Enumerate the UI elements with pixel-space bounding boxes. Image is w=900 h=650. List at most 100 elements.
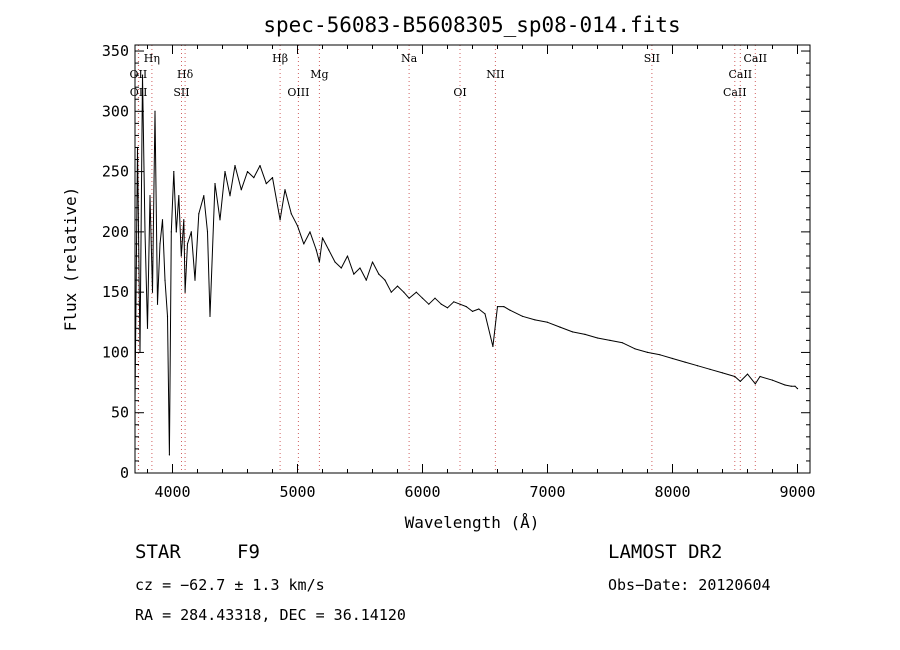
data-point [659, 354, 661, 356]
data-point [684, 361, 686, 363]
data-point [168, 454, 170, 456]
line-label-sii: SII [644, 52, 660, 65]
data-point [415, 291, 417, 293]
info-block: STAR F9 LAMOST DR2 cz = −62.7 ± 1.3 km/s… [135, 541, 771, 624]
data-point [378, 273, 380, 275]
data-point [359, 267, 361, 269]
line-markers: OIIOIIHηHδSIIHβOIIIMgNaOINIISIICaIICaIIC… [130, 45, 767, 473]
data-point [421, 297, 424, 299]
data-point [446, 307, 449, 309]
data-point [453, 301, 455, 303]
data-point [571, 331, 574, 333]
data-point [440, 303, 442, 305]
data-point [794, 385, 796, 387]
line-label-caii: CaII [723, 86, 747, 99]
data-point [492, 345, 494, 347]
data-point [144, 231, 146, 233]
data-point [309, 231, 311, 233]
data-point [296, 225, 299, 227]
data-point [546, 321, 549, 323]
y-tick-label: 350 [102, 42, 129, 60]
data-point [161, 219, 164, 221]
data-point [175, 231, 177, 233]
data-point [759, 375, 761, 378]
plot-frame [134, 44, 811, 474]
data-point [796, 388, 799, 390]
chart-title: spec-56083-B5608305_sp08-014.fits [263, 13, 680, 37]
data-point [183, 219, 185, 221]
y-tick-label: 250 [102, 163, 129, 181]
data-point [151, 291, 154, 293]
data-point [146, 327, 149, 329]
x-tick-label: 9000 [779, 483, 815, 501]
x-tick-label: 5000 [279, 483, 315, 501]
data-point [596, 337, 599, 339]
line-label-hβ: Hβ [272, 52, 288, 65]
data-point [184, 291, 186, 293]
data-point [534, 319, 536, 321]
line-label-nii: NII [486, 68, 504, 81]
data-point [259, 165, 261, 167]
data-point [496, 306, 499, 308]
line-label-oii: OII [130, 86, 148, 99]
line-label-hη: Hη [144, 52, 160, 65]
data-point [721, 372, 724, 374]
y-tick-label: 300 [102, 102, 129, 120]
data-point [428, 303, 430, 305]
data-point [209, 315, 211, 317]
data-point [328, 249, 330, 251]
data-point [154, 110, 156, 112]
line-label-hδ: Hδ [177, 68, 194, 81]
line-label-mg: Mg [310, 68, 328, 81]
object-subclass: F9 [237, 541, 260, 563]
x-tick-label: 8000 [654, 483, 690, 501]
data-point [771, 379, 774, 381]
data-point [503, 306, 505, 308]
observation-date: Obs−Date: 20120604 [608, 576, 771, 594]
coordinates: RA = 284.43318, DEC = 36.14120 [135, 606, 406, 624]
data-point [365, 279, 367, 281]
data-point [149, 195, 151, 197]
data-point [240, 189, 242, 191]
line-label-caii: CaII [728, 68, 752, 81]
data-point [141, 74, 144, 76]
data-point [334, 261, 336, 263]
data-point [346, 255, 349, 257]
y-tick-label: 0 [120, 464, 129, 482]
data-point [484, 313, 486, 315]
data-point [734, 375, 736, 378]
data-point [321, 237, 324, 239]
data-point [709, 368, 711, 370]
data-point [194, 279, 196, 281]
data-point [159, 243, 161, 245]
data-point [465, 306, 467, 308]
data-point [434, 297, 436, 299]
data-point [478, 308, 480, 310]
data-point [206, 231, 209, 233]
x-tick-label: 4000 [154, 483, 190, 501]
data-point [384, 279, 386, 281]
data-point [290, 213, 292, 215]
data-point [234, 165, 236, 167]
data-point [246, 171, 249, 173]
data-point [180, 255, 182, 257]
data-point [315, 249, 317, 251]
data-point [190, 231, 192, 233]
series-group [134, 74, 799, 456]
data-point [696, 365, 699, 367]
data-point [173, 171, 175, 173]
data-point [390, 291, 392, 293]
tick-group: 4000 5000 6000 7000 8000 9000 0 50 100 150 200 250 3… [102, 42, 816, 501]
data-point [279, 219, 281, 221]
y-axis-label: Flux (relative) [61, 187, 80, 332]
data-point [303, 243, 305, 245]
y-tick-label: 100 [102, 343, 129, 361]
data-point [396, 285, 399, 287]
survey-name: LAMOST DR2 [608, 541, 722, 563]
x-tick-label: 7000 [529, 483, 565, 501]
data-point [790, 385, 792, 387]
data-point [214, 183, 216, 185]
data-point [634, 348, 636, 350]
data-point [186, 243, 189, 245]
y-tick-label: 200 [102, 223, 129, 241]
